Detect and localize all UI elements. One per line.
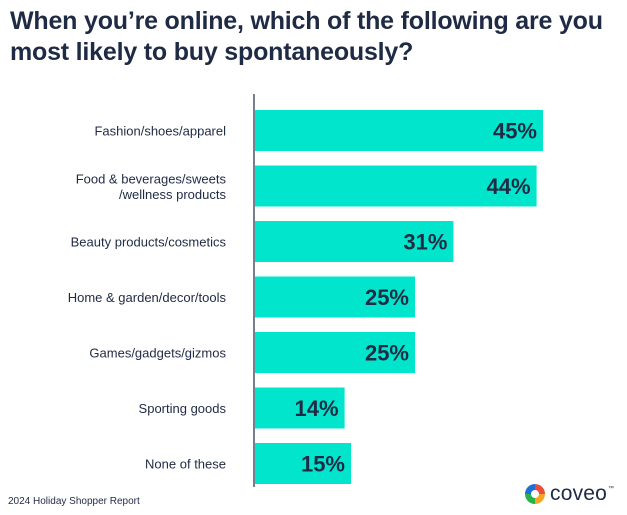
coveo-logo-icon bbox=[525, 484, 545, 504]
bar-value-label-0: 45% bbox=[493, 119, 537, 144]
bar-4 bbox=[255, 332, 415, 373]
footer-source: 2024 Holiday Shopper Report bbox=[8, 496, 140, 507]
category-label-0: Fashion/shoes/apparel bbox=[94, 124, 226, 139]
brand-name: coveo bbox=[550, 482, 608, 505]
bar-value-label-6: 15% bbox=[301, 452, 345, 477]
bar-1 bbox=[255, 165, 537, 207]
brand-logo: coveo ™ bbox=[524, 480, 624, 508]
bar-value-label-2: 31% bbox=[403, 230, 447, 255]
category-label-3: Home & garden/decor/tools bbox=[68, 290, 227, 305]
bar-value-label-4: 25% bbox=[365, 341, 409, 366]
category-label-1: Food & beverages/sweets/wellness product… bbox=[76, 171, 227, 202]
bar-6 bbox=[255, 443, 351, 484]
category-label-5: Sporting goods bbox=[139, 401, 227, 416]
category-label-2: Beauty products/cosmetics bbox=[71, 235, 227, 250]
bar-value-label-1: 44% bbox=[487, 174, 531, 199]
category-label-4: Games/gadgets/gizmos bbox=[89, 346, 226, 361]
bar-3 bbox=[255, 276, 415, 318]
bar-value-label-3: 25% bbox=[365, 285, 409, 310]
bar-value-label-5: 14% bbox=[295, 396, 339, 421]
bar-2 bbox=[255, 221, 454, 262]
category-label-6: None of these bbox=[145, 457, 226, 472]
bar-5 bbox=[255, 387, 345, 429]
chart-title: When you’re online, which of the followi… bbox=[10, 7, 603, 66]
brand-trademark: ™ bbox=[608, 486, 615, 492]
bar-0 bbox=[255, 110, 543, 151]
